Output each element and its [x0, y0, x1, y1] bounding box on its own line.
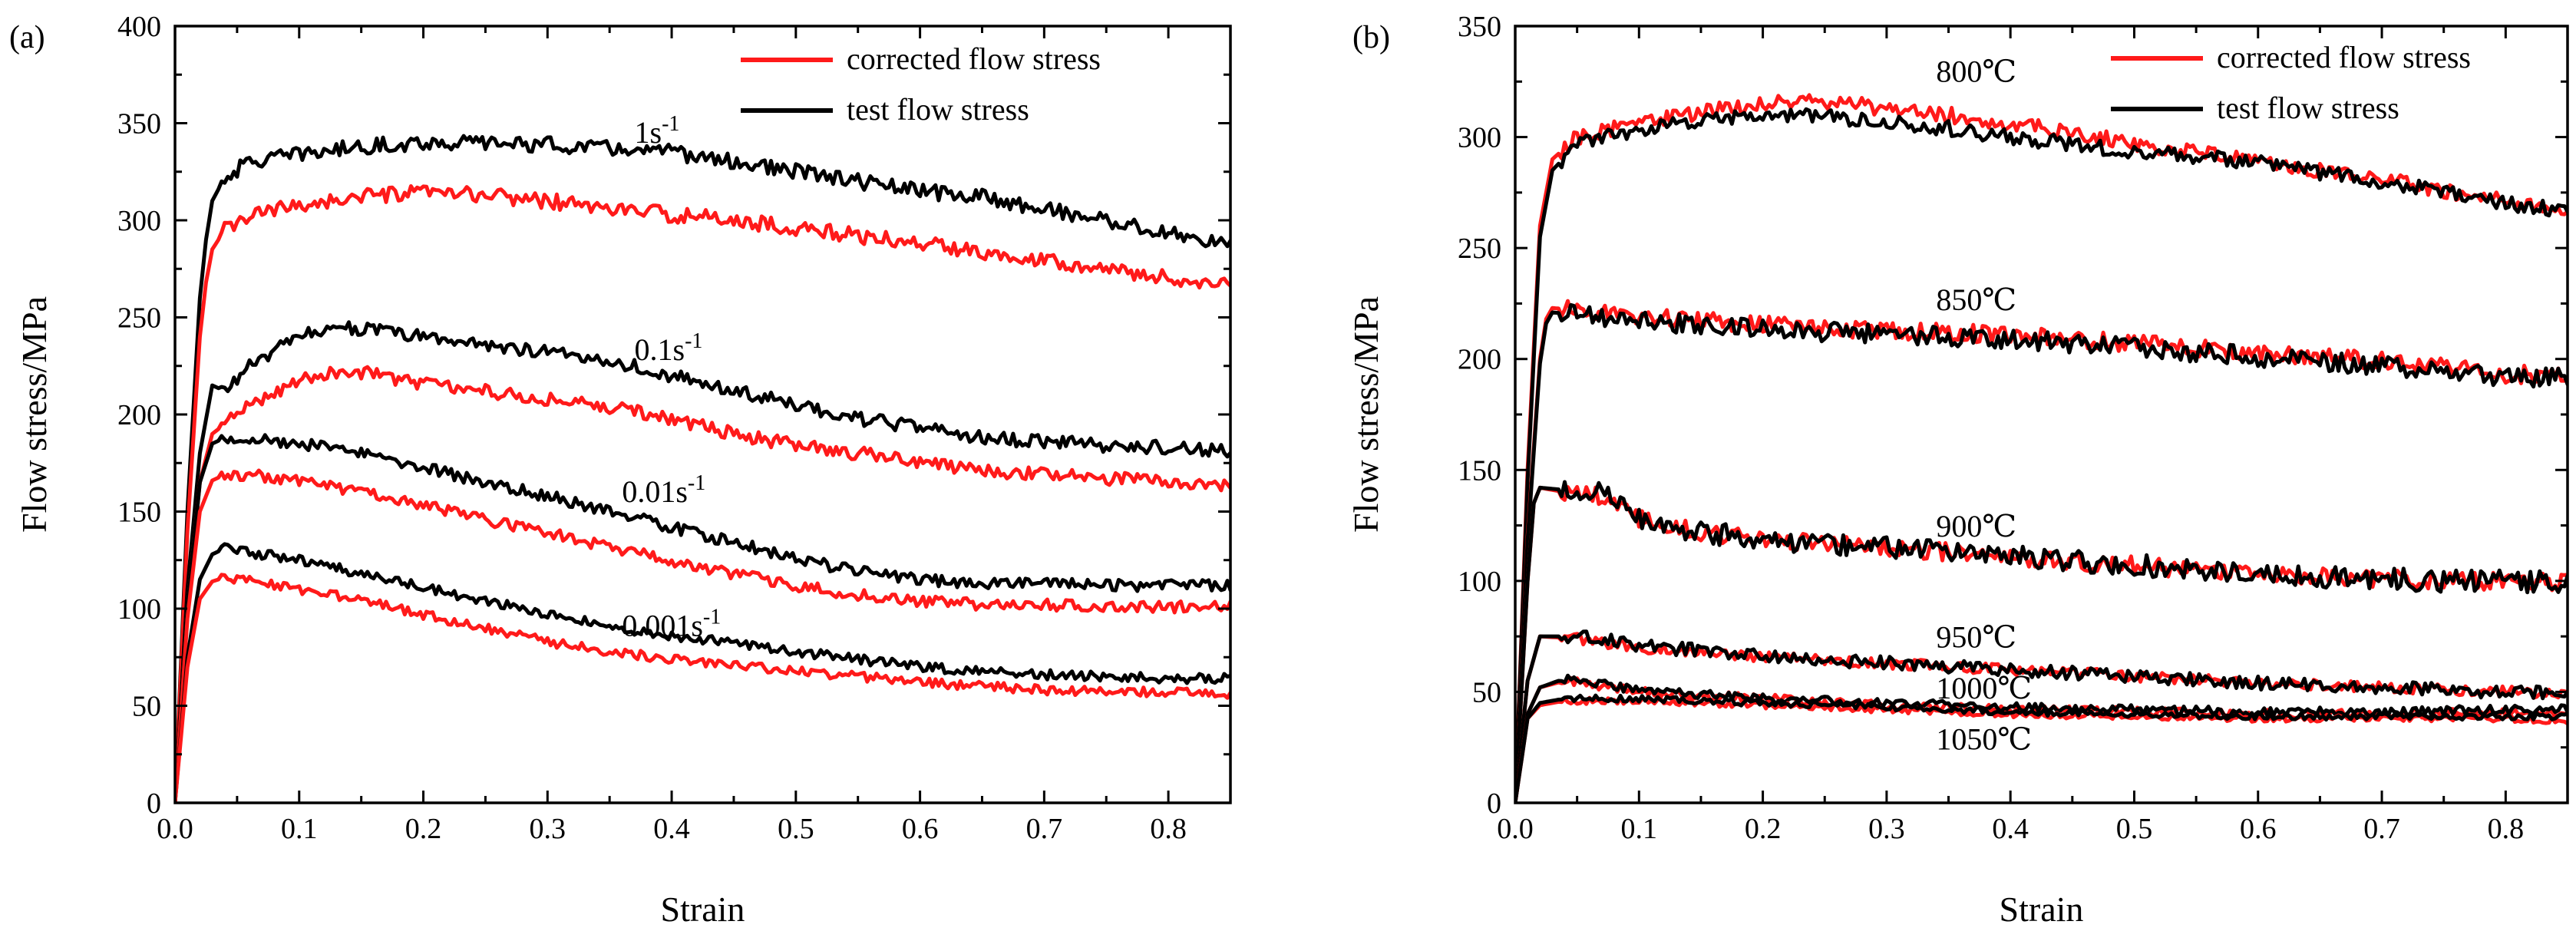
x-tick-label: 0.6: [2240, 813, 2277, 845]
legend-label-test-flow-stress: test flow stress: [847, 92, 1029, 127]
series-line-test-flow-stress-0-1s-1: [175, 320, 1230, 803]
y-axis-title: Flow stress/MPa: [1346, 296, 1385, 533]
series-line-test-flow-stress-850: [1515, 302, 2568, 803]
y-tick-label: 400: [117, 11, 161, 43]
y-tick-label: 0: [147, 787, 161, 820]
y-tick-label: 0: [1487, 787, 1501, 820]
legend: corrected flow stress test flow stress: [741, 41, 1101, 127]
curve-label: 900℃: [1936, 509, 2016, 543]
x-tick-label: 0.0: [157, 813, 193, 845]
y-tick-label: 150: [1458, 454, 1501, 487]
x-tick-label: 0.8: [2488, 813, 2525, 845]
y-axis-title: Flow stress/MPa: [15, 296, 54, 533]
curve-label-text: 0.1s: [635, 332, 685, 367]
series-line-test-flow-stress-1050: [1515, 693, 2568, 803]
panel-b: 0.0 0.1 0.2 0.3 0.4 0.5 0.6 0.7 0.8 0 50 100 150 200 2…: [1346, 11, 2569, 929]
x-tick-label: 0.8: [1150, 813, 1187, 845]
curve-label: 0.001s-1: [622, 605, 721, 642]
series-line-test-flow-stress-900: [1515, 480, 2568, 803]
series-line-test-flow-stress-0-001s-1: [175, 542, 1230, 803]
panel-a: 0.0 0.1 0.2 0.3 0.4 0.5 0.6 0.7 0.8 0 50 100 150 200 2…: [9, 11, 1232, 929]
x-tick-label: 0.6: [902, 813, 939, 845]
curve-label: 1000℃: [1936, 671, 2032, 705]
series-line-corrected-flow-stress-0-01s-1: [175, 468, 1230, 803]
curve-label: 1s-1: [635, 112, 680, 150]
curve-label-text: 950℃: [1936, 620, 2016, 655]
series-line-corrected-flow-stress-0-001s-1: [175, 573, 1230, 803]
y-tick-label: 50: [1472, 676, 1501, 708]
series-line-test-flow-stress-950: [1515, 629, 2568, 803]
panel-label: (b): [1352, 20, 1390, 55]
series-group: [1515, 93, 2568, 803]
y-tick-label: 100: [117, 593, 161, 626]
series-group: [175, 134, 1230, 803]
curve-label: 0.1s-1: [635, 329, 703, 367]
y-tick-label: 200: [1458, 344, 1501, 376]
curve-label-text: 0.01s: [622, 474, 688, 509]
series-line-test-flow-stress-800: [1515, 107, 2568, 803]
legend-label-corrected-flow-stress: corrected flow stress: [2217, 40, 2471, 74]
x-tick-label: 0.3: [1868, 813, 1905, 845]
x-tick-label: 0.3: [530, 813, 566, 845]
curve-label-exponent: -1: [685, 329, 702, 353]
series-line-test-flow-stress-1000: [1515, 673, 2568, 803]
legend-label-test-flow-stress: test flow stress: [2217, 91, 2399, 125]
y-tick-label: 250: [117, 302, 161, 335]
curve-label: 800℃: [1936, 54, 2016, 88]
legend-label-corrected-flow-stress: corrected flow stress: [847, 41, 1101, 76]
series-line-test-flow-stress-0-01s-1: [175, 433, 1230, 803]
series-line-corrected-flow-stress-900: [1515, 484, 2568, 803]
x-tick-label: 0.5: [2116, 813, 2153, 845]
curve-label-text: 1000℃: [1936, 671, 2032, 705]
curve-label: 850℃: [1936, 282, 2016, 317]
y-tick-label: 350: [117, 108, 161, 140]
x-tick-label: 0.2: [405, 813, 442, 845]
y-tick-label: 150: [117, 497, 161, 529]
curve-label-text: 800℃: [1936, 54, 2016, 88]
x-tick-label: 0.1: [281, 813, 318, 845]
curve-label-text: 1s: [635, 115, 662, 150]
y-tick-label: 250: [1458, 233, 1501, 265]
y-tick-label: 50: [132, 691, 161, 723]
curve-label: 0.01s-1: [622, 471, 705, 509]
x-tick-label: 0.2: [1745, 813, 1782, 845]
curve-label-exponent: -1: [688, 471, 705, 495]
curve-label: 1050℃: [1936, 722, 2032, 757]
series-line-corrected-flow-stress-1s-1: [175, 184, 1230, 803]
x-tick-label: 0.0: [1497, 813, 1534, 845]
panel-label: (a): [9, 20, 45, 55]
y-tick-label: 350: [1458, 11, 1501, 43]
y-tick-label: 300: [117, 205, 161, 237]
legend: corrected flow stress test flow stress: [2111, 40, 2471, 125]
x-tick-label: 0.1: [1621, 813, 1658, 845]
y-tick-label: 200: [117, 399, 161, 431]
curve-label-exponent: -1: [662, 112, 679, 136]
x-tick-label: 0.7: [2363, 813, 2400, 845]
x-tick-label: 0.4: [1992, 813, 2029, 845]
curve-label-exponent: -1: [703, 605, 721, 629]
y-tick-label: 100: [1458, 566, 1501, 598]
x-axis-title: Strain: [2000, 890, 2084, 929]
curve-label-text: 1050℃: [1936, 722, 2032, 757]
curve-label-text: 900℃: [1936, 509, 2016, 543]
curve-label: 950℃: [1936, 620, 2016, 655]
x-tick-label: 0.4: [653, 813, 690, 845]
series-line-corrected-flow-stress-0-1s-1: [175, 365, 1230, 803]
series-line-test-flow-stress-1s-1: [175, 134, 1230, 803]
series-line-corrected-flow-stress-850: [1515, 299, 2568, 803]
x-axis-title: Strain: [661, 890, 745, 929]
x-tick-label: 0.5: [778, 813, 814, 845]
x-tick-label: 0.7: [1026, 813, 1063, 845]
curve-label-text: 850℃: [1936, 282, 2016, 317]
y-tick-label: 300: [1458, 122, 1501, 154]
series-line-corrected-flow-stress-800: [1515, 93, 2568, 803]
curve-label-text: 0.001s: [622, 608, 703, 642]
